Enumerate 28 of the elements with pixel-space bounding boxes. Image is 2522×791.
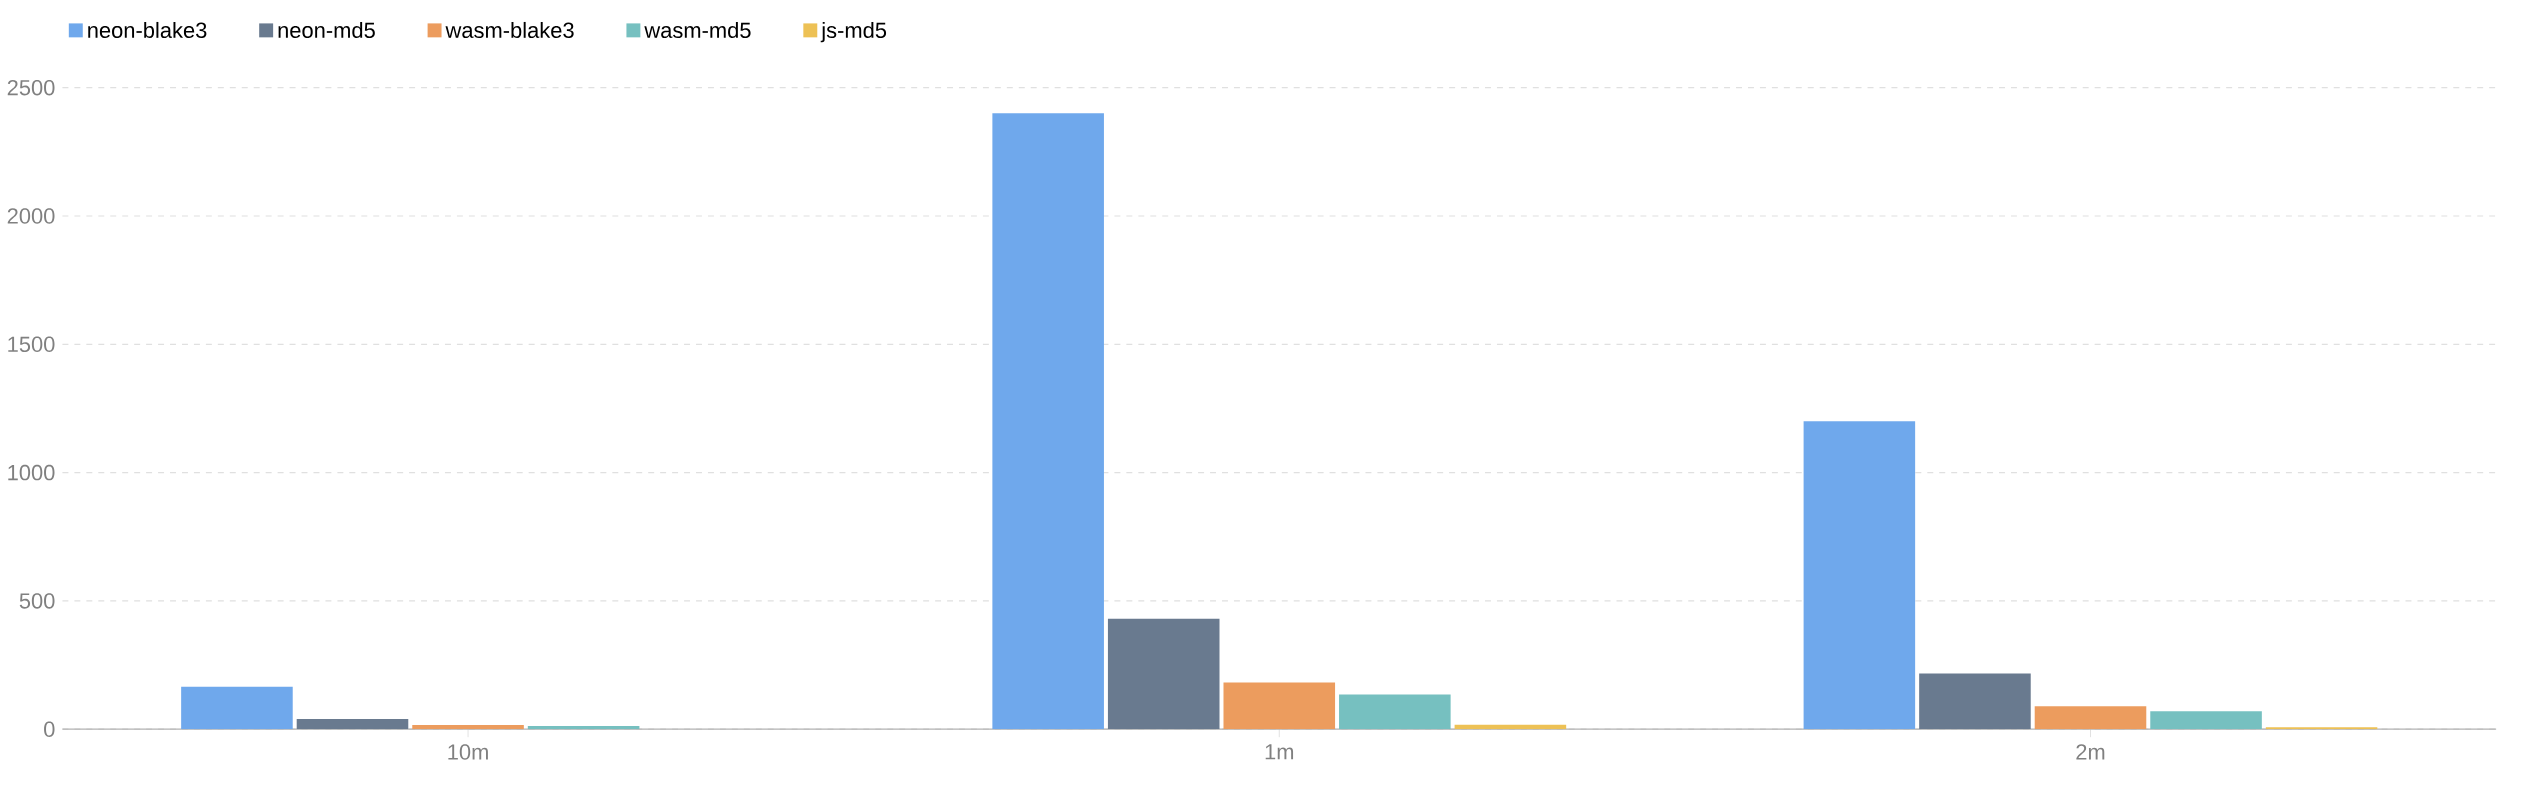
bar — [2265, 727, 2378, 730]
bar — [527, 726, 640, 730]
y-tick-label: 1000 — [8, 464, 55, 481]
bar — [1339, 694, 1451, 730]
bar — [992, 113, 1104, 730]
legend-label: neon-blake3 — [88, 21, 207, 39]
bar — [2034, 706, 2147, 730]
bar — [1919, 673, 2031, 730]
legend-label: neon-md5 — [278, 21, 375, 39]
bar — [412, 725, 524, 730]
legend-label: wasm-md5 — [644, 21, 751, 39]
bar — [1454, 724, 1567, 730]
y-tick-label: 1500 — [8, 336, 55, 353]
bar — [1107, 618, 1220, 730]
y-tick-label: 500 — [19, 593, 55, 609]
bar — [1803, 421, 1916, 730]
bar — [1223, 682, 1336, 730]
x-tick-label: 2m — [2076, 744, 2105, 760]
legend-label: js-md5 — [820, 21, 887, 43]
x-tick-label: 10m — [448, 744, 488, 760]
y-tick-label: 0 — [44, 721, 55, 737]
legend-label: wasm-blake3 — [445, 21, 574, 39]
y-tick-label: 2500 — [7, 79, 55, 96]
x-tick-label: 1m — [1265, 744, 1294, 760]
bar — [2150, 711, 2262, 730]
y-tick-label: 2000 — [7, 208, 55, 224]
bar — [296, 718, 409, 730]
bar — [181, 686, 293, 730]
